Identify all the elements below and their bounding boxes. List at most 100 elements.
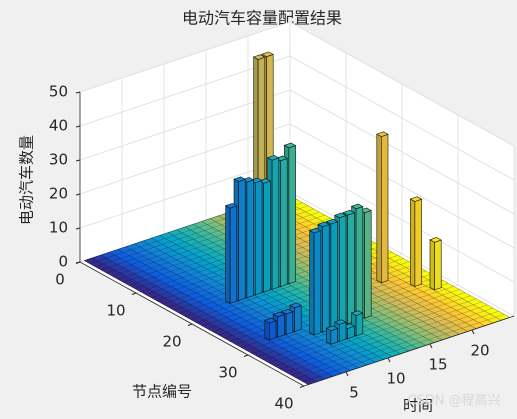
floor-grid [369, 356, 379, 360]
floor-grid [198, 298, 208, 303]
floor-grid [151, 279, 160, 284]
floor-grid [117, 261, 127, 265]
floor-grid [182, 289, 191, 293]
floor-grid [319, 372, 328, 377]
floor-grid [187, 262, 197, 267]
bar-front-face [338, 215, 347, 328]
floor-grid [240, 299, 250, 303]
floor-grid [179, 250, 188, 254]
bar [224, 203, 238, 304]
floor-grid [403, 329, 412, 334]
floor-grid [151, 264, 160, 269]
floor-grid [224, 335, 233, 339]
floor-grid [392, 293, 401, 298]
floor-grid [403, 315, 412, 319]
floor-grid [92, 254, 102, 259]
floor-grid [252, 350, 261, 354]
bar-top-face [325, 325, 339, 332]
floor-grid [400, 306, 410, 310]
floor-grid [296, 300, 306, 305]
floor-grid [291, 357, 300, 361]
floor-grid [436, 333, 446, 337]
floor-grid [478, 319, 488, 323]
floor-grid [201, 277, 211, 282]
bar-left-face [429, 239, 435, 291]
floor-grid [372, 350, 382, 354]
floor-grid [249, 296, 258, 301]
floor-grid [383, 341, 393, 345]
floor-grid [212, 284, 222, 288]
floor-grid [369, 341, 379, 345]
floor-grid [145, 276, 155, 281]
floor-grid [187, 292, 197, 296]
y-tick [187, 323, 193, 326]
floor-grid [280, 306, 289, 310]
floor-grid [389, 284, 398, 289]
floor-grid [184, 298, 194, 302]
floor-grid [168, 229, 177, 233]
floor-grid [305, 223, 314, 227]
floor-grid [173, 292, 183, 296]
y-tick-label: 20 [162, 333, 181, 351]
floor-grid [184, 283, 194, 287]
floor-grid [296, 256, 306, 260]
bar-top-face [280, 308, 294, 315]
bar-top-face [308, 227, 322, 234]
floor-grid [400, 320, 410, 325]
floor-grid [408, 333, 418, 337]
x-tick-label: 15 [428, 356, 447, 374]
floor-grid [375, 329, 384, 333]
floor-grid [274, 288, 284, 292]
floor-grid [336, 352, 345, 356]
floor-grid [389, 314, 398, 319]
floor-grid [168, 244, 177, 248]
floor-grid [162, 271, 172, 275]
floor-grid [210, 230, 219, 234]
floor-grid [484, 307, 494, 312]
floor-grid [184, 238, 194, 243]
floor-grid [386, 290, 396, 295]
floor-grid [417, 315, 426, 319]
floor-grid [366, 317, 376, 321]
floor-grid [394, 302, 404, 307]
floor-grid [431, 330, 440, 334]
floor-grid [288, 288, 298, 293]
floor-grid [271, 309, 281, 313]
floor-grid [434, 324, 443, 328]
bar-front-face [364, 210, 372, 319]
floor-grid [280, 336, 289, 340]
floor-grid [285, 294, 295, 298]
floor-grid [212, 254, 222, 258]
bar-top-face [350, 310, 364, 316]
floor-grid [232, 317, 242, 321]
floor-grid [176, 226, 186, 231]
floor-grid [176, 271, 186, 275]
floor-grid [190, 227, 200, 231]
floor-grid [201, 233, 211, 237]
bar-front-face [268, 320, 277, 341]
bar-left-face [225, 205, 231, 304]
floor-grid [207, 221, 216, 225]
floor-grid [257, 308, 267, 313]
bar-front-face [294, 305, 302, 333]
floor-grid [403, 300, 412, 304]
floor-grid [299, 369, 309, 373]
y-tick [131, 292, 137, 295]
floor-grid [299, 235, 309, 239]
x-tick [345, 371, 349, 377]
floor-grid [243, 323, 253, 327]
floor-grid [383, 296, 393, 301]
floor-grid [240, 344, 250, 348]
floor-grid [397, 311, 407, 316]
z-tick [75, 125, 81, 128]
floor-grid [366, 332, 376, 336]
floor-grid [204, 242, 214, 246]
y-tick [75, 261, 81, 264]
floor-grid [243, 338, 253, 342]
floor-grid [397, 267, 407, 271]
floor-grid [445, 286, 454, 290]
floor-grid [198, 224, 208, 228]
floor-grid [100, 251, 110, 256]
floor-grid [193, 295, 202, 299]
floor-grid [442, 321, 452, 326]
